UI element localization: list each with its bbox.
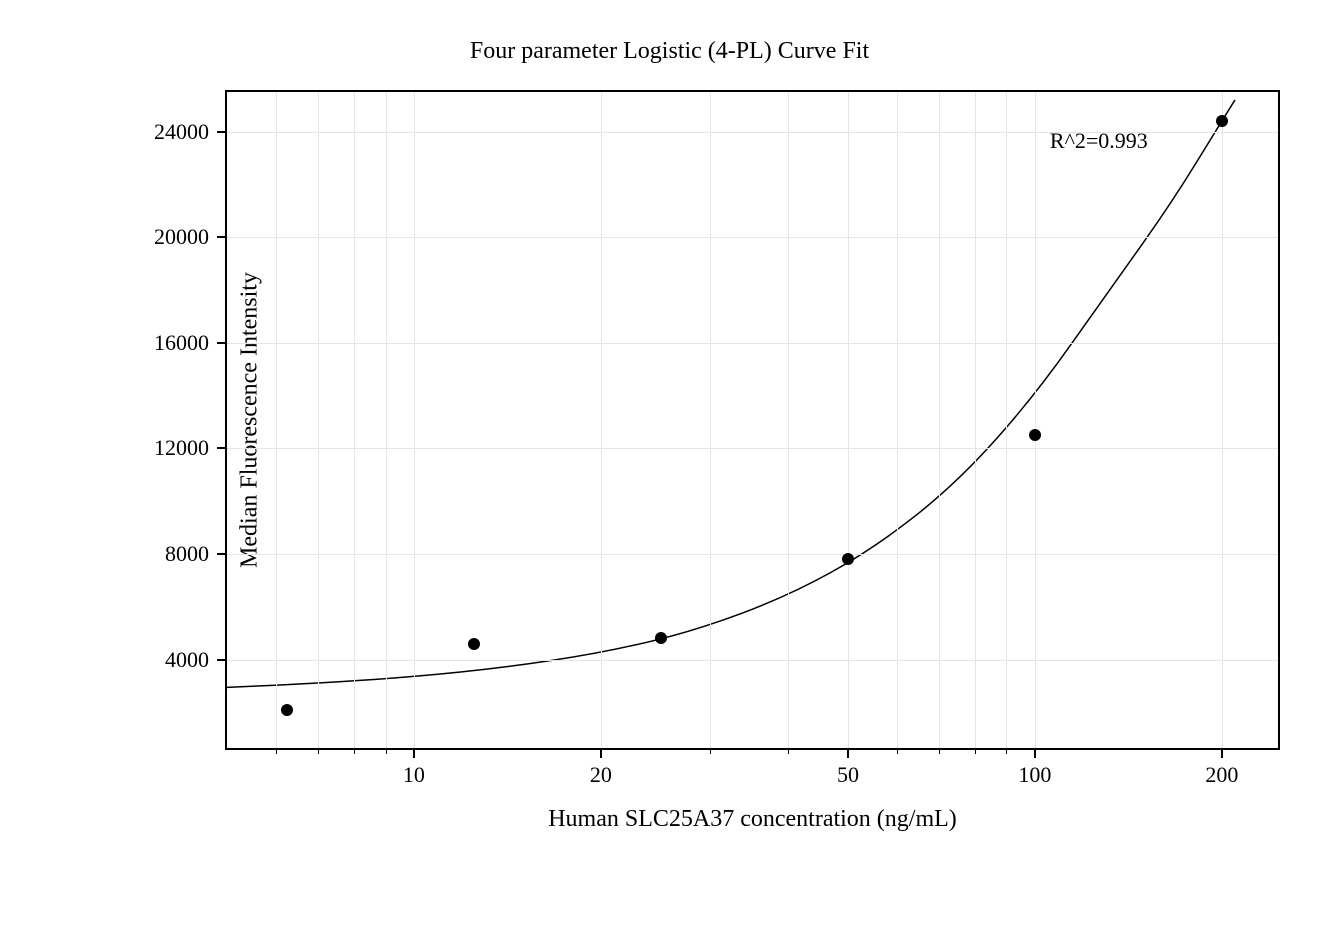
y-tick-major [217, 131, 227, 133]
y-tick-label: 24000 [154, 119, 209, 145]
y-axis-label: Median Fluorescence Intensity [236, 272, 263, 568]
y-tick-major [217, 236, 227, 238]
grid-line-vertical-minor [939, 92, 940, 748]
x-tick-label: 20 [590, 762, 612, 788]
grid-line-vertical [1035, 92, 1036, 748]
x-tick-minor [939, 748, 940, 754]
data-point [281, 704, 293, 716]
y-tick-label: 4000 [165, 647, 209, 673]
grid-line-horizontal [227, 554, 1278, 555]
x-tick-minor [318, 748, 319, 754]
y-tick-label: 20000 [154, 224, 209, 250]
x-tick-minor [276, 748, 277, 754]
grid-line-horizontal [227, 237, 1278, 238]
x-tick-minor [710, 748, 711, 754]
chart-title: Four parameter Logistic (4-PL) Curve Fit [0, 38, 1339, 65]
x-tick-minor [354, 748, 355, 754]
y-tick-major [217, 342, 227, 344]
grid-line-vertical-minor [386, 92, 387, 748]
grid-line-horizontal [227, 132, 1278, 133]
x-tick-major [600, 748, 602, 758]
grid-line-vertical [414, 92, 415, 748]
y-tick-label: 8000 [165, 541, 209, 567]
data-point [1216, 115, 1228, 127]
grid-line-vertical [848, 92, 849, 748]
x-tick-minor [1006, 748, 1007, 754]
grid-line-vertical-minor [897, 92, 898, 748]
y-tick-major [217, 553, 227, 555]
data-point [842, 553, 854, 565]
x-tick-minor [386, 748, 387, 754]
grid-line-vertical-minor [354, 92, 355, 748]
x-tick-label: 200 [1205, 762, 1238, 788]
data-point [1029, 429, 1041, 441]
plot-area: Median Fluorescence Intensity Human SLC2… [225, 90, 1280, 750]
x-tick-major [847, 748, 849, 758]
x-tick-minor [975, 748, 976, 754]
y-tick-label: 12000 [154, 435, 209, 461]
x-tick-major [1221, 748, 1223, 758]
grid-line-vertical-minor [788, 92, 789, 748]
data-point [468, 638, 480, 650]
y-tick-major [217, 659, 227, 661]
y-tick-label: 16000 [154, 330, 209, 356]
grid-line-vertical-minor [318, 92, 319, 748]
x-tick-minor [788, 748, 789, 754]
chart-container: Four parameter Logistic (4-PL) Curve Fit… [0, 0, 1339, 926]
x-axis-label: Human SLC25A37 concentration (ng/mL) [227, 806, 1278, 833]
grid-line-vertical [1222, 92, 1223, 748]
x-tick-label: 10 [403, 762, 425, 788]
grid-line-vertical [601, 92, 602, 748]
x-tick-major [413, 748, 415, 758]
x-tick-label: 100 [1018, 762, 1051, 788]
grid-line-vertical-minor [1006, 92, 1007, 748]
x-tick-label: 50 [837, 762, 859, 788]
grid-line-vertical-minor [710, 92, 711, 748]
x-tick-major [1034, 748, 1036, 758]
x-tick-minor [897, 748, 898, 754]
grid-line-vertical-minor [276, 92, 277, 748]
grid-line-horizontal [227, 343, 1278, 344]
y-tick-major [217, 447, 227, 449]
grid-line-horizontal [227, 448, 1278, 449]
grid-line-horizontal [227, 660, 1278, 661]
grid-line-vertical-minor [975, 92, 976, 748]
data-point [655, 632, 667, 644]
